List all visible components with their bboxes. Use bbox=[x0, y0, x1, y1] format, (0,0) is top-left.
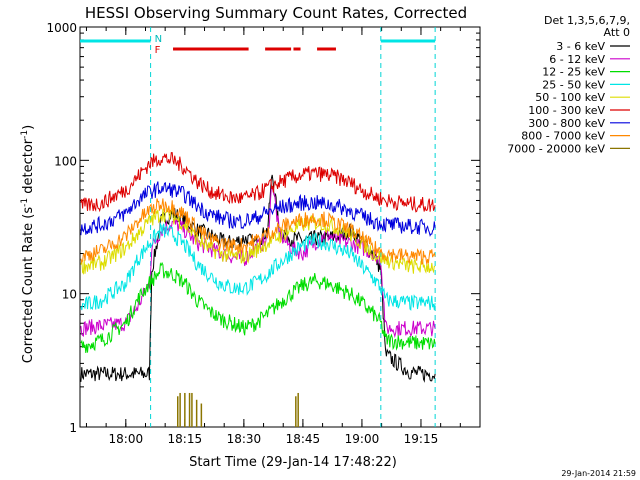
series-line-12-25-kev bbox=[80, 261, 436, 353]
series-line-100-300-kev bbox=[80, 152, 436, 213]
y-tick-label: 1 bbox=[69, 421, 77, 435]
legend-label: 7000 - 20000 keV bbox=[507, 142, 605, 155]
legend-label: 25 - 50 keV bbox=[542, 78, 605, 91]
legend-label: 6 - 12 keV bbox=[549, 53, 605, 66]
y-axis-label-part: ) bbox=[21, 125, 36, 130]
legend-label: 800 - 7000 keV bbox=[521, 130, 605, 143]
series-line-50-100-kev bbox=[80, 207, 436, 275]
plot-area: 18:00 18:15 18:30 18:45 19:00 19:15 1 10 100 100… bbox=[46, 21, 481, 446]
y-axis-ticks: 1 10 100 1000 bbox=[46, 21, 480, 435]
x-tick-label: 19:15 bbox=[404, 432, 439, 446]
night-markers: N bbox=[80, 27, 436, 427]
chart-title: HESSI Observing Summary Count Rates, Cor… bbox=[85, 4, 467, 22]
y-tick-label: 10 bbox=[62, 288, 77, 302]
plot-frame bbox=[79, 26, 481, 428]
y-tick-label: 100 bbox=[54, 154, 77, 168]
legend-label: 12 - 25 keV bbox=[542, 66, 605, 79]
flare-flags: F bbox=[155, 45, 336, 56]
x-tick-label: 18:45 bbox=[286, 432, 321, 446]
x-axis-ticks: 18:00 18:15 18:30 18:45 19:00 19:15 bbox=[85, 27, 481, 446]
x-axis-label: Start Time (29-Jan-14 17:48:22) bbox=[189, 455, 397, 470]
x-tick-label: 18:00 bbox=[109, 432, 144, 446]
legend-label: 50 - 100 keV bbox=[535, 91, 605, 104]
series-line-25-50-kev bbox=[80, 222, 436, 311]
x-tick-label: 19:00 bbox=[345, 432, 380, 446]
y-axis-label-sup: -1 bbox=[20, 130, 30, 139]
series-line-300-800-kev bbox=[80, 181, 436, 237]
legend-header-line-2: Att 0 bbox=[604, 26, 630, 39]
footer-date: 29-Jan-2014 21:59 bbox=[561, 469, 636, 478]
y-axis-label-sup: -1 bbox=[20, 198, 30, 207]
series-line-800-7000-kev bbox=[80, 198, 436, 265]
x-tick-label: 18:15 bbox=[168, 432, 203, 446]
x-tick-label: 18:30 bbox=[227, 432, 262, 446]
series-lines bbox=[80, 152, 436, 427]
night-flag-label: N bbox=[155, 34, 162, 45]
legend-label: 100 - 300 keV bbox=[528, 104, 605, 117]
y-axis-label-part: detector bbox=[21, 138, 36, 198]
y-tick-label: 1000 bbox=[46, 21, 77, 35]
y-axis-label-part: Corrected Count Rate (s bbox=[21, 207, 36, 364]
legend-label: 3 - 6 keV bbox=[556, 40, 605, 53]
y-axis-label: Corrected Count Rate (s-1 detector-1) bbox=[20, 125, 36, 363]
legend-header-line-1: Det 1,3,5,6,7,9, bbox=[544, 14, 630, 27]
flare-flag-label: F bbox=[155, 45, 161, 56]
legend-label: 300 - 800 keV bbox=[528, 117, 605, 130]
